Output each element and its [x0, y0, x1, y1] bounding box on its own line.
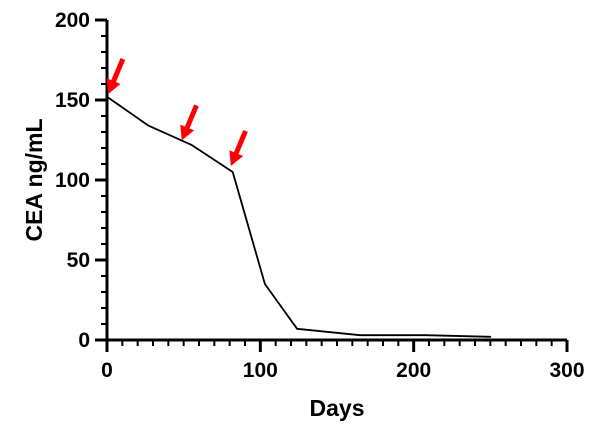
x-tick-label: 0 [101, 359, 113, 382]
y-tick-label: 50 [67, 249, 90, 272]
annotation-arrow [180, 104, 199, 141]
data-point [231, 171, 234, 173]
y-tick-label: 0 [78, 329, 90, 352]
annotations [106, 58, 248, 167]
data-point [147, 124, 150, 127]
x-tick-label: 100 [243, 359, 278, 382]
annotation-arrow [106, 58, 126, 95]
y-tick-label: 200 [55, 9, 90, 32]
x-axis-title: Days [310, 395, 365, 421]
x-tick-label: 300 [549, 359, 584, 382]
arrow-shaft [184, 104, 199, 130]
data-point [106, 95, 108, 98]
data-point [425, 334, 427, 337]
y-tick-label: 100 [55, 169, 90, 192]
x-tick-label: 200 [396, 359, 431, 382]
data-point [264, 283, 266, 285]
data-point [359, 334, 361, 337]
annotation-arrow [229, 130, 248, 167]
arrow-head [106, 78, 121, 95]
data-point [296, 327, 299, 330]
arrow-shaft [110, 58, 126, 84]
series-line [106, 96, 491, 338]
y-tick-label: 150 [55, 89, 90, 112]
series [106, 95, 492, 338]
axes [105, 20, 567, 342]
data-point [489, 335, 492, 338]
arrow-head [229, 150, 244, 167]
data-point [190, 143, 193, 146]
ticks: 0 50 100 150 200 0 100 200 300 [55, 9, 585, 382]
arrow-shaft [233, 130, 248, 156]
y-axis-title: CEA ng/mL [21, 118, 47, 241]
arrow-head [180, 124, 195, 141]
